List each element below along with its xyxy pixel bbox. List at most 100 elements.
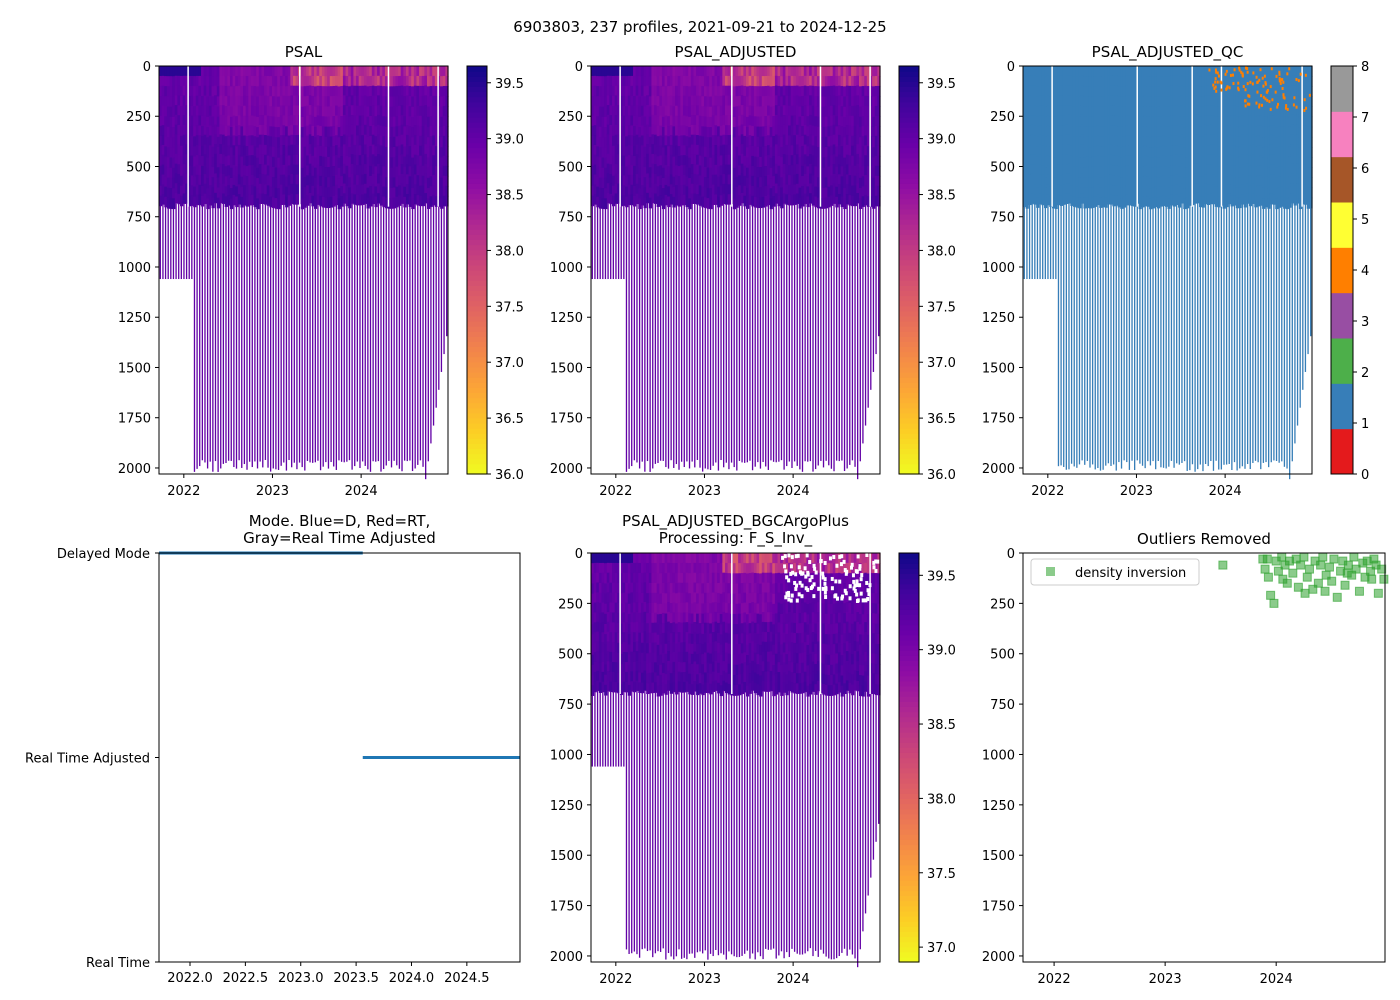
psal-cell [356, 155, 360, 166]
psal_adj-cell [667, 186, 671, 198]
psal_qc-cell [1138, 96, 1142, 108]
psal-cell [377, 173, 381, 185]
psal_adj-cell [717, 136, 721, 148]
psal-cell [319, 145, 323, 157]
psal_adj-cell [761, 76, 765, 87]
psal-cell [229, 157, 234, 169]
psal-cell [282, 95, 286, 107]
psal_adj-cell [772, 116, 776, 127]
psal_adj-cell [593, 75, 597, 87]
psal_adj-cell [727, 174, 731, 185]
psal_adj-profile-line [783, 203, 785, 470]
psal_qc-profile-line [1131, 205, 1133, 461]
psal-cell [400, 75, 404, 87]
psal_qc-cell [1107, 174, 1111, 185]
psal_qc-cell [1025, 86, 1029, 98]
psal-cell [187, 185, 192, 197]
psal_qc-cell [1078, 116, 1082, 128]
psal-cell [227, 85, 231, 97]
psal_adj-profile-line [673, 206, 675, 468]
psal-cell [290, 95, 294, 106]
psal_adj-cell [714, 75, 718, 87]
psal-cell [337, 116, 341, 128]
psal-cell [258, 105, 263, 116]
psal_adj-cell [732, 188, 737, 200]
psal_qc-cell [1049, 116, 1053, 127]
psal_qc-cell [1083, 197, 1087, 209]
psal-cell [206, 127, 210, 138]
psal-cell [327, 156, 331, 168]
psal_qc-cell [1199, 126, 1203, 137]
psal_qc-cell [1030, 144, 1035, 155]
psal_qc-cell [1133, 166, 1137, 177]
psal-gap [387, 66, 390, 207]
psal-cell [243, 195, 247, 206]
psal-cell [329, 136, 333, 148]
psal-cell [285, 166, 289, 178]
psal_qc-cell [1201, 156, 1205, 168]
psal_qc-cell [1246, 163, 1250, 175]
psal_qc-cell [1122, 96, 1127, 107]
psal_qc-cell [1036, 176, 1040, 188]
psal_qc-cell [1206, 135, 1211, 146]
psal_qc-cell [1049, 136, 1053, 147]
psal_adj-cell [732, 96, 737, 108]
psal_adj-cell [606, 173, 610, 184]
psal-cell [258, 75, 263, 87]
psal_qc-cell [1112, 115, 1116, 127]
psal_adj-cell [661, 188, 666, 199]
psal-colorbar-band [467, 377, 487, 383]
psal_qc-cell [1167, 106, 1171, 118]
psal-axes: 2022 2023 20240250500750100012501500175020… [118, 60, 449, 499]
psal_qc-cell [1170, 185, 1174, 196]
psal_qc-cell [1206, 194, 1211, 206]
psal_qc-cell [1243, 196, 1247, 208]
psal_qc-cell [1122, 126, 1127, 138]
psal-cell [274, 76, 278, 87]
psal_qc-cell [1054, 167, 1058, 179]
psal-cell [403, 76, 407, 87]
psal_qc-cell [1227, 184, 1232, 195]
psal_qc-cell [1046, 184, 1050, 196]
psal_adj-cell [604, 76, 608, 87]
psal-profile-line [343, 203, 345, 463]
psal_qc-cell [1065, 85, 1069, 97]
psal_adj-cell [751, 115, 755, 127]
psal_adj-cell [672, 106, 676, 117]
psal_qc-cell [1264, 136, 1268, 147]
psal_qc-cell [1233, 95, 1237, 107]
psal_adj-cell [696, 95, 700, 107]
psal_qc-cell [1141, 166, 1145, 178]
psal_adj-cell [785, 164, 789, 176]
psal_adj-cell [696, 105, 700, 116]
psal-cell [279, 194, 284, 205]
psal_adj-cell [753, 166, 758, 178]
psal_qc-cell [1093, 96, 1098, 107]
psal_adj-cell [866, 76, 871, 87]
psal_adj-cell [827, 66, 831, 77]
psal_adj-cell [772, 176, 776, 187]
psal-cell [216, 157, 221, 168]
psal_qc-cell [1128, 85, 1132, 97]
psal_adj-cell [703, 197, 708, 208]
psal_qc-cell [1212, 105, 1216, 116]
psal-cell [227, 95, 231, 107]
psal_qc-cell [1156, 106, 1161, 118]
psal-cell [311, 165, 315, 177]
psal-cell [235, 146, 239, 157]
psal_qc-cell [1028, 145, 1032, 156]
psal_adj-cell [622, 75, 626, 87]
psal-cell [214, 105, 218, 116]
psal-profile-line [440, 208, 443, 372]
psal_qc-cell [1093, 146, 1098, 157]
psal-cell [248, 125, 252, 137]
psal-cell [335, 95, 339, 107]
psal_qc-cell [1075, 166, 1079, 178]
psal_adj-cell [803, 105, 808, 116]
psal_adj-cell [785, 125, 789, 136]
psal_adj-cell [672, 156, 676, 168]
psal-cell [229, 198, 234, 210]
psal_adj-cell [832, 85, 836, 97]
psal_qc-cell [1254, 116, 1258, 127]
